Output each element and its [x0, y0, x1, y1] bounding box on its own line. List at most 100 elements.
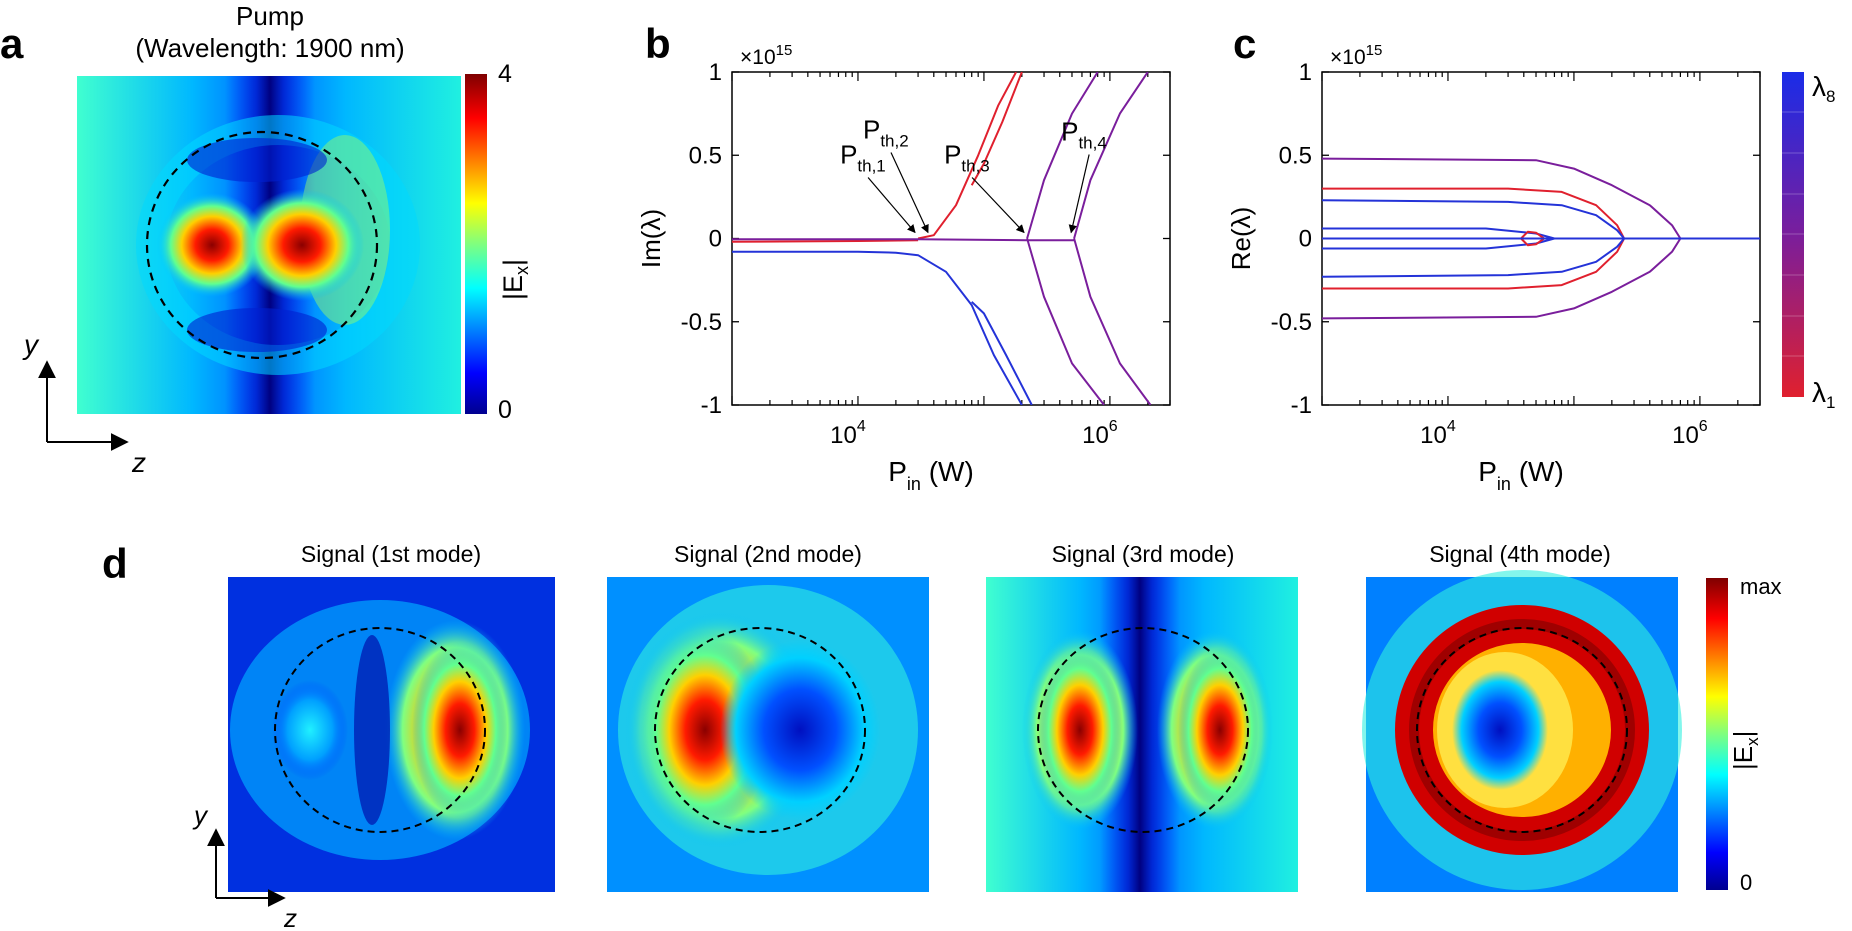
y-tick-label: -1 — [701, 392, 722, 419]
x-tick-sup: 4 — [1447, 418, 1456, 435]
series-purple-branch-3-up — [1026, 72, 1099, 239]
signal-boundary-1 — [274, 627, 486, 833]
signal-mode-4: Signal (4th mode) — [1362, 541, 1682, 892]
x-tick-sup: 6 — [1699, 418, 1708, 435]
y-tick-label: 0.5 — [1279, 142, 1312, 169]
series-pm-0.48 — [1322, 157, 1682, 240]
pump-boundary-ellipse — [145, 130, 379, 360]
series-red-0.3 — [1322, 187, 1625, 239]
axis-z-label-d: z — [283, 903, 297, 931]
pump-colorbar-max: 4 — [498, 60, 512, 88]
signal-title-1: Signal (1st mode) — [301, 541, 481, 567]
threshold-label-sub: th,2 — [880, 132, 908, 151]
threshold-arrow-1 — [867, 177, 916, 234]
pump-colorbar-label: |Ex| — [498, 259, 532, 300]
series-blue-lower — [732, 250, 1023, 405]
axis-z-label-a: z — [131, 447, 146, 478]
threshold-label-3: Pth,3 — [944, 140, 990, 176]
threshold-label-1: Pth,1 — [840, 140, 886, 176]
y-tick-label: 1 — [1299, 59, 1312, 86]
series-purple-branch-4-up — [1073, 72, 1149, 239]
exponent-base: ×10 — [1330, 46, 1366, 69]
pump-title-line2: (Wavelength: 1900 nm) — [135, 33, 404, 63]
lambda-colorbar: λ8 λ1 — [1782, 71, 1835, 412]
series-red-loop-down — [1520, 237, 1545, 247]
signal-colorbar-label: |Ex| — [1728, 731, 1762, 770]
threshold-label-sub: th,3 — [961, 157, 989, 176]
signal-title-2: Signal (2nd mode) — [674, 541, 862, 567]
x-axis-label: Pin (W) — [888, 456, 974, 494]
signal-colorbar-min: 0 — [1740, 870, 1752, 895]
series-blue-0.06-neg — [1322, 237, 1555, 250]
threshold-label-4: Pth,4 — [1061, 117, 1107, 153]
exponent-label: ×1015 — [1330, 42, 1382, 69]
series-red-upper-2 — [970, 72, 1023, 186]
series-red-0.3-neg — [1322, 238, 1625, 290]
exponent-base: ×10 — [740, 46, 776, 69]
series-blue-0.23-neg — [1322, 237, 1625, 278]
axis-y-label-a: y — [22, 329, 40, 360]
pump-colorbar-min: 0 — [498, 396, 512, 424]
threshold-arrow-3 — [971, 177, 1025, 234]
exponent-sup: 15 — [776, 42, 793, 59]
panel-label-a: a — [0, 20, 24, 67]
series-red-upper — [917, 72, 1017, 240]
x-axis-label-unit: (W) — [1511, 456, 1564, 487]
x-tick-base: 10 — [1082, 422, 1109, 449]
x-axis-label-main: P — [1478, 456, 1497, 487]
threshold-arrow-4 — [1068, 154, 1090, 234]
series-flat-red — [732, 239, 919, 243]
axes-indicator-d: y z — [192, 800, 297, 931]
series-blue-0.06 — [1322, 227, 1555, 240]
threshold-label-sub: th,4 — [1078, 134, 1106, 153]
signal-colorbar: max 0 |Ex| — [1706, 574, 1782, 895]
panel-a: a Pump (Wavelength: 1900 nm) 4 0 |Ex| y — [0, 1, 532, 478]
signal-boundary-4 — [1416, 627, 1628, 833]
pump-title-line1: Pump — [236, 1, 304, 31]
x-axis-label-sub: in — [1497, 474, 1511, 494]
series-pm-0.48-neg — [1322, 237, 1682, 320]
signal-boundary-3 — [1037, 627, 1249, 833]
series-purple-branch-3-down — [1026, 238, 1105, 405]
threshold-label-main: P — [944, 140, 961, 170]
y-tick-label: -0.5 — [1271, 309, 1312, 336]
y-axis-label: Im(λ) — [636, 209, 666, 268]
axis-y-label-d: y — [192, 800, 209, 830]
x-tick-base: 10 — [1420, 422, 1447, 449]
x-tick-base: 10 — [1672, 422, 1699, 449]
panel-d: d Signal (1st mode) Signal (2nd mode) Si… — [102, 540, 1782, 931]
panel-label-c: c — [1233, 20, 1256, 67]
series-group — [732, 72, 1152, 405]
signal-title-3: Signal (3rd mode) — [1052, 541, 1235, 567]
signal-colorbar-max: max — [1740, 574, 1782, 599]
y-tick-label: 0 — [1299, 226, 1312, 253]
axes-indicator-a: y z — [22, 329, 146, 478]
signal-title-4: Signal (4th mode) — [1429, 541, 1611, 567]
exponent-label: ×1015 — [740, 42, 792, 69]
x-tick-sup: 4 — [857, 418, 866, 435]
series-group — [1322, 157, 1760, 320]
x-tick-sup: 6 — [1109, 418, 1118, 435]
y-tick-label: -0.5 — [681, 309, 722, 336]
threshold-label-main: P — [1061, 117, 1078, 147]
y-tick-label: 0 — [709, 226, 722, 253]
lambda-colorbar-bottom: λ1 — [1812, 377, 1835, 412]
y-tick-label: 0.5 — [689, 142, 722, 169]
series-blue-lower-2 — [971, 301, 1033, 405]
pump-colorbar: 4 0 |Ex| — [465, 60, 532, 424]
series-red-loop-up — [1520, 230, 1545, 240]
x-tick-base: 10 — [830, 422, 857, 449]
lambda-colorbar-top: λ8 — [1812, 71, 1835, 106]
signal-boundary-2 — [654, 627, 866, 833]
x-axis-label-unit: (W) — [921, 456, 974, 487]
threshold-label-main: P — [840, 140, 857, 170]
series-flat-purple — [732, 238, 1075, 242]
x-axis-label-sub: in — [907, 474, 921, 494]
signal-mode-1: Signal (1st mode) — [228, 541, 555, 892]
x-axis-label-main: P — [888, 456, 907, 487]
threshold-label-main: P — [863, 115, 880, 145]
